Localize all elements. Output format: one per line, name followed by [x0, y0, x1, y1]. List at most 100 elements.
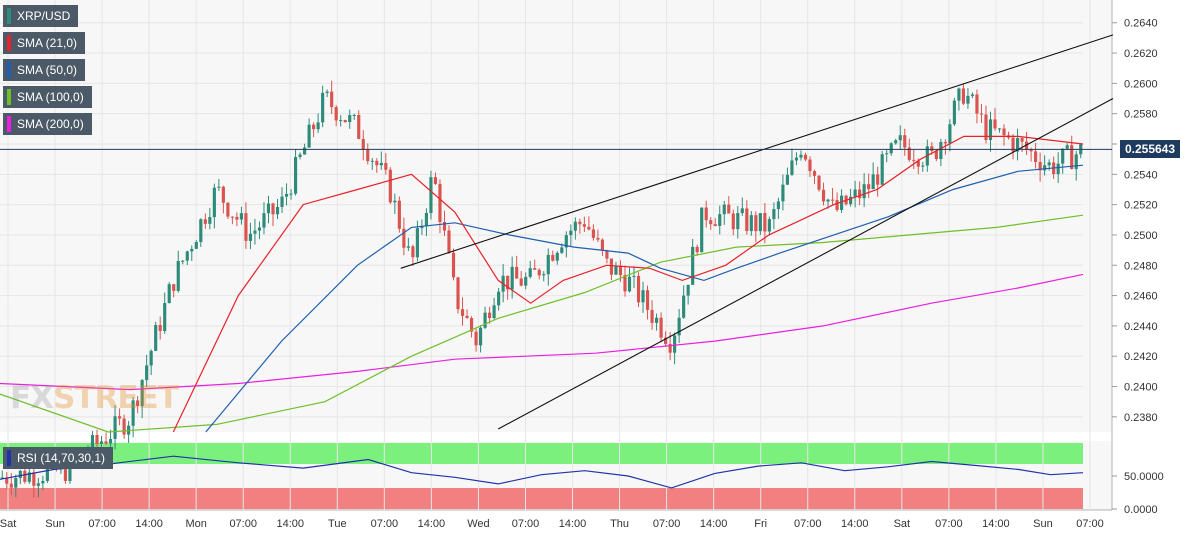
candle-body — [961, 88, 965, 104]
candle-body — [199, 219, 203, 243]
sma21-line — [172, 135, 1084, 433]
candle-body — [794, 157, 799, 161]
current-price-tag: 0.255643 — [1120, 140, 1180, 159]
legend-sma200-label: SMA (200,0) — [17, 117, 84, 131]
time-tick-label: 14:00 — [135, 518, 163, 530]
legend-sma100-label: SMA (100,0) — [17, 90, 84, 104]
candle-body — [298, 154, 302, 157]
candle-body — [632, 275, 636, 277]
candle-body — [1043, 165, 1047, 171]
time-tick-label: 07:00 — [1076, 518, 1104, 530]
time-tick-label: Sun — [45, 518, 65, 530]
legend-swatch-sma21 — [7, 35, 11, 51]
candle-body — [605, 250, 609, 259]
price-tick-label: 0.2600 — [1124, 78, 1158, 90]
legend-sma200[interactable]: SMA (200,0) — [3, 113, 92, 135]
candle-body — [862, 184, 866, 199]
candle-body — [758, 213, 762, 232]
rsi-oversold-band — [0, 488, 1083, 509]
candle-body — [221, 186, 225, 203]
candle-body — [190, 248, 194, 252]
candle-body — [1011, 137, 1015, 152]
candle-body — [713, 224, 717, 226]
price-tick-label: 0.2540 — [1124, 169, 1158, 181]
candle-body — [163, 303, 167, 332]
candle-body — [275, 206, 280, 215]
candle-body — [95, 435, 99, 444]
candle-body — [740, 208, 744, 214]
candle-body — [113, 416, 117, 439]
candle-body — [952, 100, 956, 125]
candle-body — [957, 88, 961, 101]
candle-body — [14, 478, 18, 488]
time-tick-label: Fri — [754, 518, 767, 530]
candle-body — [203, 219, 207, 224]
price-tick-label: 0.2620 — [1124, 48, 1158, 60]
candle-body — [108, 438, 113, 444]
legend-sma21[interactable]: SMA (21,0) — [3, 32, 86, 54]
candle-body — [366, 149, 370, 162]
candle-body — [212, 187, 216, 218]
candle-body — [885, 153, 889, 155]
candle-body — [826, 199, 830, 202]
price-tick-label: 0.2380 — [1124, 412, 1158, 424]
rsi-line — [0, 455, 1084, 489]
candle-body — [379, 162, 383, 166]
candle-body — [803, 154, 808, 160]
candle-body — [149, 350, 153, 366]
candle-body — [411, 246, 415, 258]
legend-swatch-sma50 — [7, 62, 11, 78]
price-tick-label: 0.2460 — [1124, 291, 1158, 303]
candle-body — [596, 237, 600, 240]
candle-body — [668, 344, 672, 353]
candle-body — [348, 115, 352, 123]
candle-body — [1061, 148, 1065, 164]
legend-rsi[interactable]: RSI (14,70,30,1) — [3, 447, 114, 469]
candle-body — [894, 140, 898, 144]
time-tick-label: 14:00 — [700, 518, 728, 530]
candle-body — [1029, 149, 1033, 152]
legend-sma50-label: SMA (50,0) — [17, 63, 78, 77]
candle-body — [1038, 161, 1042, 171]
candle-body — [840, 195, 844, 210]
candle-body — [871, 174, 875, 190]
candle-body — [524, 276, 528, 286]
candle-body — [767, 219, 771, 232]
legend-sma50[interactable]: SMA (50,0) — [3, 59, 86, 81]
candle-body — [988, 119, 993, 141]
candle-body — [763, 213, 767, 232]
candle-body — [1074, 154, 1078, 170]
candle-body — [636, 275, 641, 303]
price-tick-label: 0.2480 — [1124, 260, 1158, 272]
candle-body — [330, 91, 334, 108]
candle-body — [722, 204, 726, 215]
candle-body — [569, 230, 573, 236]
candle-body — [185, 251, 189, 261]
candle-body — [510, 266, 514, 290]
candle-body — [817, 175, 821, 190]
candle-body — [1025, 141, 1029, 150]
legend-symbol: XRP/USD — [3, 5, 79, 27]
candle-body — [650, 309, 654, 323]
watermark-fx: FX — [10, 380, 54, 416]
candle-body — [307, 124, 311, 148]
candle-body — [564, 235, 568, 248]
candle-body — [226, 202, 230, 217]
candle-body — [244, 213, 248, 241]
candle-body — [438, 183, 442, 222]
legend-sma100[interactable]: SMA (100,0) — [3, 86, 92, 108]
candle-body — [970, 94, 975, 96]
candle-body — [618, 265, 623, 276]
candle-body — [194, 242, 198, 249]
candle-body — [903, 135, 907, 148]
candle-body — [754, 215, 758, 232]
time-tick-label: 14:00 — [841, 518, 869, 530]
candle-body — [460, 309, 465, 316]
rsi-tick-label: 50.0000 — [1124, 471, 1164, 483]
price-tick-label: 0.2580 — [1124, 109, 1158, 121]
sma200-line — [0, 273, 1084, 391]
candle-body — [948, 124, 952, 144]
candle-body — [889, 143, 893, 154]
price-tick-label: 0.2420 — [1124, 351, 1158, 363]
